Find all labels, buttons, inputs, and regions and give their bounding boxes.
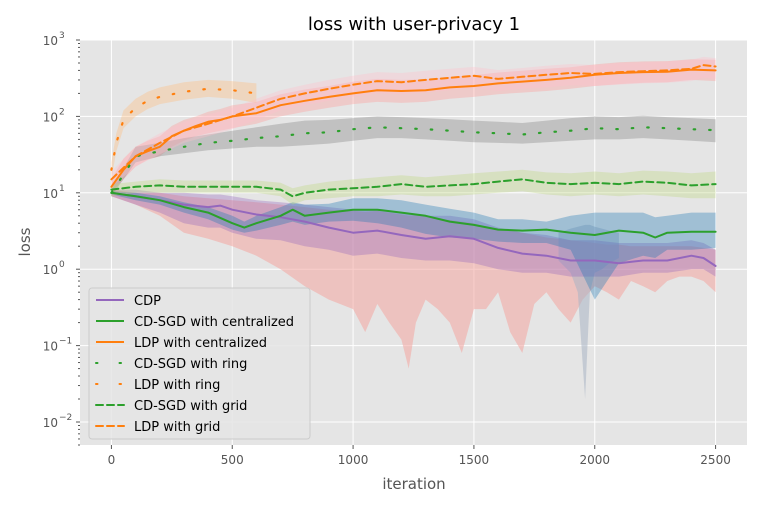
variance-band	[558, 224, 619, 399]
series-band	[111, 191, 716, 300]
y-tick-exponent: 1	[59, 184, 65, 194]
y-tick-label: 10	[43, 187, 58, 201]
series-line	[110, 191, 717, 267]
y-tick-exponent: 3	[59, 31, 65, 41]
series-lines	[110, 64, 717, 267]
x-tick-label: 2500	[700, 453, 731, 467]
x-axis-ticks: 0 500 1000 1500 2000 2500	[108, 445, 731, 467]
legend-label: CD-SGD with centralized	[134, 315, 294, 330]
y-tick-label: 10	[43, 340, 58, 354]
legend-label: CD-SGD with ring	[134, 357, 247, 372]
series-band	[111, 169, 716, 205]
x-tick-label: 1000	[338, 453, 369, 467]
legend-label: CD-SGD with grid	[134, 399, 247, 414]
variance-band	[111, 189, 716, 369]
series-line	[110, 191, 717, 239]
y-tick-label: 10	[43, 34, 58, 48]
x-tick-label: 1500	[459, 453, 490, 467]
series-line	[110, 178, 717, 198]
legend: CDP CD-SGD with centralized LDP with centr…	[88, 287, 311, 440]
y-tick-exponent: 0	[59, 260, 65, 270]
x-axis-label: iteration	[382, 475, 445, 493]
series-line	[110, 87, 258, 171]
legend-label: LDP with ring	[134, 378, 220, 393]
legend-label: LDP with centralized	[134, 336, 267, 351]
series-line	[110, 64, 717, 181]
y-tick-exponent: −1	[59, 337, 72, 347]
y-tick-label: 10	[43, 263, 58, 277]
legend-label: LDP with grid	[134, 420, 220, 435]
x-tick-label: 500	[221, 453, 244, 467]
series-band	[111, 115, 716, 197]
x-tick-label: 2000	[579, 453, 610, 467]
chart-title: loss with user-privacy 1	[308, 14, 520, 35]
legend-label: CDP	[134, 294, 161, 309]
x-tick-label: 0	[108, 453, 116, 467]
series-band	[111, 79, 257, 180]
series-band	[111, 189, 716, 277]
y-tick-label: 10	[43, 416, 58, 430]
y-tick-label: 10	[43, 110, 58, 124]
y-tick-exponent: 2	[59, 107, 65, 117]
legend-box	[88, 287, 311, 440]
y-tick-exponent: −2	[59, 413, 72, 423]
y-axis-label: loss	[16, 227, 34, 256]
